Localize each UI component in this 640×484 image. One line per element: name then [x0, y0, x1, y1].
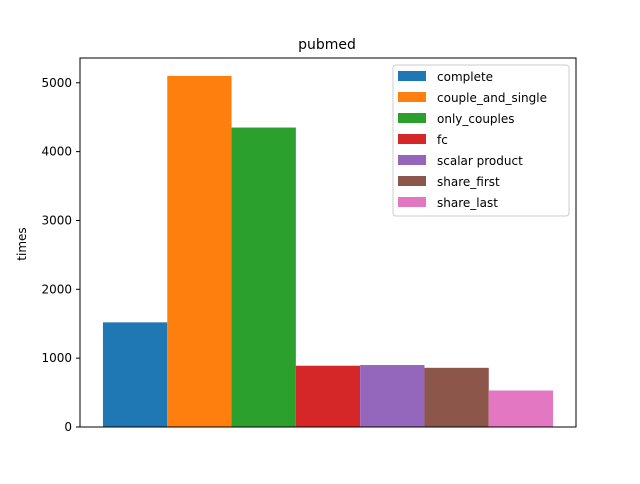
- legend-label-fc: fc: [437, 133, 448, 147]
- legend-label-couple-and-single: couple_and_single: [437, 91, 547, 105]
- y-tick-label: 2000: [41, 282, 72, 296]
- plot-frame: [79, 57, 577, 428]
- y-axis-ticks: 0 1000 2000 3000 4000 5000: [41, 76, 80, 434]
- legend-swatch-couple-and-single: [398, 92, 426, 102]
- legend-swatch-share-first: [398, 176, 426, 186]
- legend-swatch-share-last: [398, 197, 426, 207]
- legend-label-only-couples: only_couples: [437, 112, 515, 126]
- y-tick-label: 0: [64, 420, 72, 434]
- bar-complete: [102, 322, 168, 427]
- bar-share-first: [424, 367, 489, 427]
- bar-scalar-product: [360, 365, 425, 427]
- legend-label-share-last: share_last: [437, 196, 498, 210]
- legend-swatch-only-couples: [398, 113, 426, 123]
- legend-swatch-fc: [398, 134, 426, 144]
- legend-swatch-scalar-product: [398, 155, 426, 165]
- y-tick-label: 3000: [41, 213, 72, 227]
- y-tick-label: 1000: [41, 351, 72, 365]
- bar-fc: [295, 365, 361, 427]
- chart-title: pubmed: [298, 37, 356, 53]
- bar-only-couples: [231, 127, 296, 428]
- bars-group: [102, 75, 554, 428]
- y-tick-label: 4000: [41, 145, 72, 159]
- legend-label-share-first: share_first: [437, 175, 500, 189]
- bar-couple-and-single: [167, 75, 232, 427]
- bar-share-last: [488, 390, 554, 427]
- legend-swatch-complete: [398, 71, 426, 81]
- y-tick-label: 5000: [41, 76, 72, 90]
- legend-box: [392, 64, 570, 217]
- legend-label-scalar-product: scalar product: [437, 154, 523, 168]
- y-axis-label: times: [15, 227, 29, 260]
- legend-label-complete: complete: [437, 70, 493, 84]
